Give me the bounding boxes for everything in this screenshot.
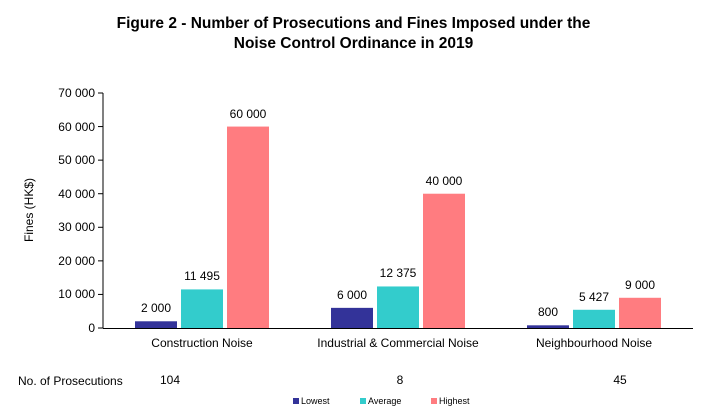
bar-average bbox=[573, 309, 615, 328]
bar-lowest bbox=[135, 321, 177, 328]
legend-swatch-average-icon bbox=[360, 398, 366, 404]
category-label: Industrial & Commercial Noise bbox=[317, 336, 479, 350]
chart-title-line-1: Figure 2 - Number of Prosecutions and Fi… bbox=[116, 15, 591, 32]
data-label: 2 000 bbox=[140, 301, 172, 316]
legend-label-lowest: Lowest bbox=[301, 396, 330, 406]
y-tick-label: 40 000 bbox=[58, 186, 95, 201]
bar-average bbox=[181, 289, 223, 328]
prosecutions-row-label: No. of Prosecutions bbox=[18, 374, 123, 388]
data-label: 5 427 bbox=[578, 289, 610, 304]
prosecutions-neighbourhood: 45 bbox=[613, 373, 627, 387]
bar-highest bbox=[227, 126, 269, 328]
legend-label-average: Average bbox=[368, 396, 402, 406]
legend-item-lowest: Lowest bbox=[293, 396, 330, 406]
chart-title: Figure 2 - Number of Prosecutions and Fi… bbox=[0, 14, 707, 54]
data-label: 11 495 bbox=[184, 269, 220, 284]
y-tick-label: 50 000 bbox=[58, 153, 95, 168]
data-label: 12 375 bbox=[379, 266, 417, 281]
legend-swatch-highest-icon bbox=[431, 398, 437, 404]
y-tick-label: 60 000 bbox=[58, 119, 95, 134]
category-label: Construction Noise bbox=[151, 336, 253, 350]
data-label: 60 000 bbox=[229, 106, 267, 121]
y-tick-label: 20 000 bbox=[58, 253, 95, 268]
category-label: Neighbourhood Noise bbox=[535, 336, 653, 350]
prosecutions-industrial: 8 bbox=[396, 373, 404, 387]
y-tick-label: 10 000 bbox=[58, 287, 95, 302]
data-label: 800 bbox=[537, 305, 559, 320]
legend-swatch-lowest-icon bbox=[293, 398, 299, 404]
data-label: 6 000 bbox=[336, 287, 368, 302]
bar-lowest bbox=[331, 307, 373, 328]
y-tick-label: 30 000 bbox=[58, 220, 95, 235]
bar-lowest bbox=[527, 325, 569, 328]
y-tick-label: 70 000 bbox=[58, 86, 95, 100]
legend-item-highest: Highest bbox=[431, 396, 470, 406]
prosecutions-construction: 104 bbox=[159, 373, 181, 387]
data-label: 40 000 bbox=[425, 173, 463, 188]
bar-highest bbox=[423, 193, 465, 328]
y-tick-label: 0 bbox=[88, 321, 95, 335]
chart-title-line-2: Noise Control Ordinance in 2019 bbox=[233, 35, 474, 52]
legend-label-highest: Highest bbox=[439, 396, 470, 406]
bar-highest bbox=[619, 297, 661, 328]
legend-item-average: Average bbox=[360, 396, 401, 406]
data-label: 9 000 bbox=[624, 277, 656, 292]
bar-average bbox=[377, 286, 419, 328]
